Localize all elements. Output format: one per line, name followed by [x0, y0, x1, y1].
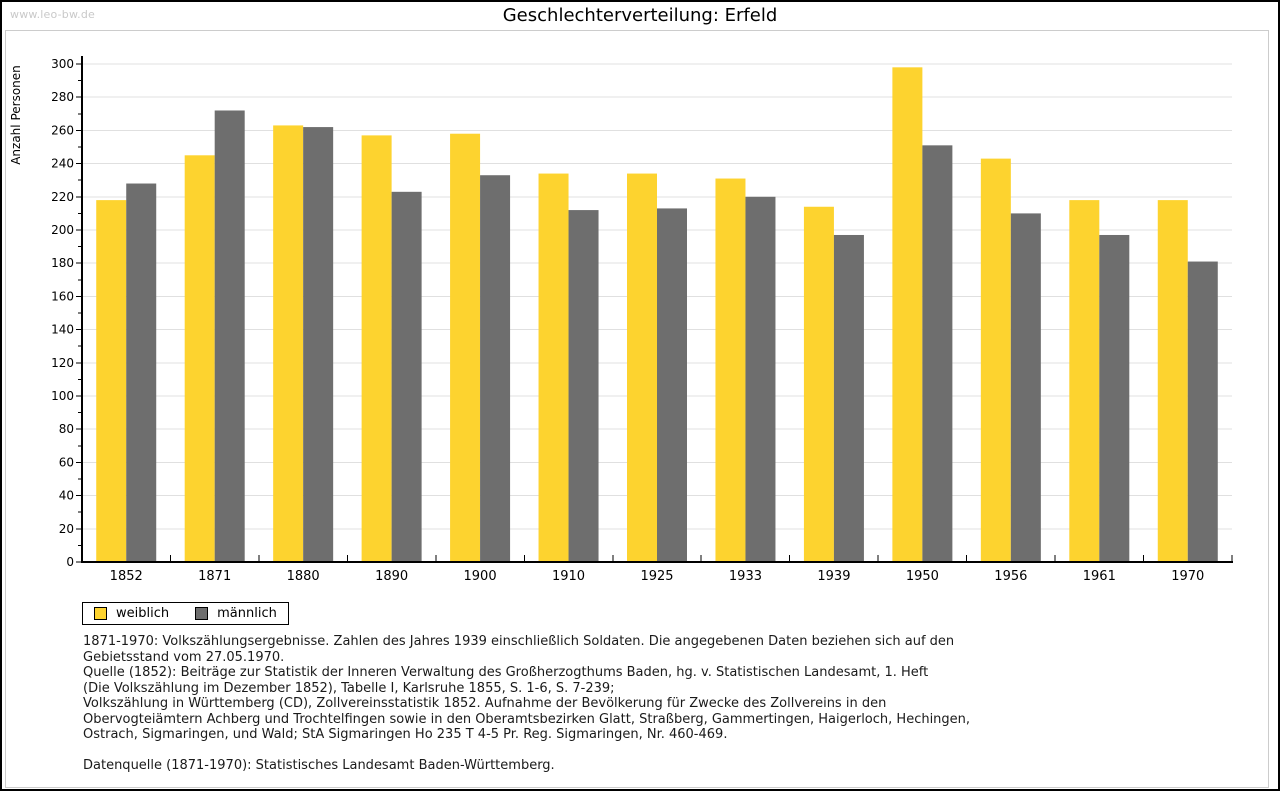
bar-männlich-1910 — [568, 210, 599, 562]
x-label-1900: 1900 — [464, 569, 497, 584]
y-tick-label-140: 140 — [51, 323, 74, 337]
footnote-line: 1871-1970: Volkszählungsergebnisse. Zahl… — [83, 634, 955, 649]
bar-männlich-1956 — [1010, 213, 1041, 562]
bar-chart: 0 20 40 60 80 100 120 140 160 180 200 220 240 260 280 3… — [51, 56, 1233, 584]
y-tick-label-40: 40 — [59, 489, 74, 503]
legend-item-männlich: männlich — [195, 606, 277, 621]
page-title: Geschlechterverteilung: Erfeld — [502, 5, 778, 26]
bar-männlich-1871 — [214, 110, 245, 562]
footnote-line: Ostrach, Sigmaringen, und Wald; StA Sigm… — [83, 727, 728, 742]
footnote-line: Quelle (1852): Beiträge zur Statistik de… — [83, 665, 929, 680]
legend-swatch-weiblich — [94, 607, 107, 620]
x-label-1933: 1933 — [729, 569, 762, 584]
legend-item-weiblich: weiblich — [94, 606, 169, 621]
bar-männlich-1950 — [922, 145, 953, 562]
y-tick-label-100: 100 — [51, 389, 74, 403]
footnote-line: Volkszählung in Württemberg (CD), Zollve… — [83, 696, 887, 711]
bar-weiblich-1910 — [538, 173, 569, 562]
bar-weiblich-1852 — [96, 200, 127, 562]
x-label-1961: 1961 — [1083, 569, 1116, 584]
y-tick-label-180: 180 — [51, 256, 74, 270]
bar-weiblich-1900 — [450, 133, 481, 562]
y-tick-label-220: 220 — [51, 190, 74, 204]
y-tick-label-280: 280 — [51, 90, 74, 104]
bar-männlich-1890 — [391, 191, 422, 562]
datasource-line: Datenquelle (1871-1970): Statistisches L… — [83, 758, 555, 773]
bar-weiblich-1925 — [627, 173, 657, 562]
bar-weiblich-1970 — [1157, 200, 1188, 562]
legend-label: männlich — [217, 606, 277, 621]
legend-swatch-männlich — [195, 607, 209, 620]
bar-weiblich-1961 — [1069, 200, 1100, 562]
y-tick-label-120: 120 — [51, 356, 74, 370]
legend: weiblich männlich — [82, 602, 289, 625]
bar-weiblich-1890 — [361, 135, 392, 562]
y-tick-label-60: 60 — [59, 455, 74, 469]
bar-männlich-1939 — [833, 234, 864, 563]
x-label-1939: 1939 — [817, 569, 850, 584]
x-label-1950: 1950 — [906, 569, 939, 584]
bar-weiblich-1933 — [715, 178, 746, 563]
legend-label: weiblich — [116, 606, 170, 621]
x-label-1970: 1970 — [1171, 569, 1204, 584]
y-tick-label-300: 300 — [51, 57, 74, 71]
bar-männlich-1961 — [1099, 234, 1130, 563]
y-tick-label-200: 200 — [51, 223, 74, 237]
bar-männlich-1852 — [126, 183, 157, 562]
y-tick-label-20: 20 — [59, 522, 74, 536]
bar-weiblich-1880 — [273, 125, 304, 563]
y-tick-label-80: 80 — [59, 422, 74, 436]
bar-männlich-1933 — [745, 196, 776, 563]
x-label-1925: 1925 — [640, 569, 673, 584]
watermark: www.leo-bw.de — [10, 8, 96, 21]
bar-weiblich-1871 — [184, 155, 215, 563]
footnotes: 1871-1970: Volkszählungsergebnisse. Zahl… — [83, 634, 1223, 774]
x-label-1910: 1910 — [552, 569, 585, 584]
bar-männlich-1900 — [480, 175, 511, 562]
footnote-line: (Die Volkszählung im Dezember 1852), Tab… — [83, 680, 615, 696]
bar-weiblich-1939 — [803, 206, 834, 562]
bar-weiblich-1956 — [980, 158, 1011, 562]
footnote-line: Gebietsstand vom 27.05.1970. — [83, 649, 285, 665]
x-label-1852: 1852 — [110, 569, 143, 584]
bar-männlich-1925 — [657, 208, 687, 563]
x-label-1871: 1871 — [198, 569, 231, 584]
y-tick-label-260: 260 — [51, 123, 74, 137]
y-tick-label-240: 240 — [51, 157, 74, 171]
y-tick-label-0: 0 — [66, 555, 74, 569]
bar-männlich-1880 — [303, 127, 334, 562]
footnote-line: Obervogteiämtern Achberg und Trochtelfin… — [83, 711, 971, 727]
bar-männlich-1970 — [1187, 261, 1218, 562]
x-label-1956: 1956 — [994, 569, 1027, 584]
x-label-1880: 1880 — [287, 569, 320, 584]
bar-weiblich-1950 — [892, 67, 923, 562]
x-label-1890: 1890 — [375, 569, 408, 584]
y-tick-label-160: 160 — [51, 289, 74, 303]
